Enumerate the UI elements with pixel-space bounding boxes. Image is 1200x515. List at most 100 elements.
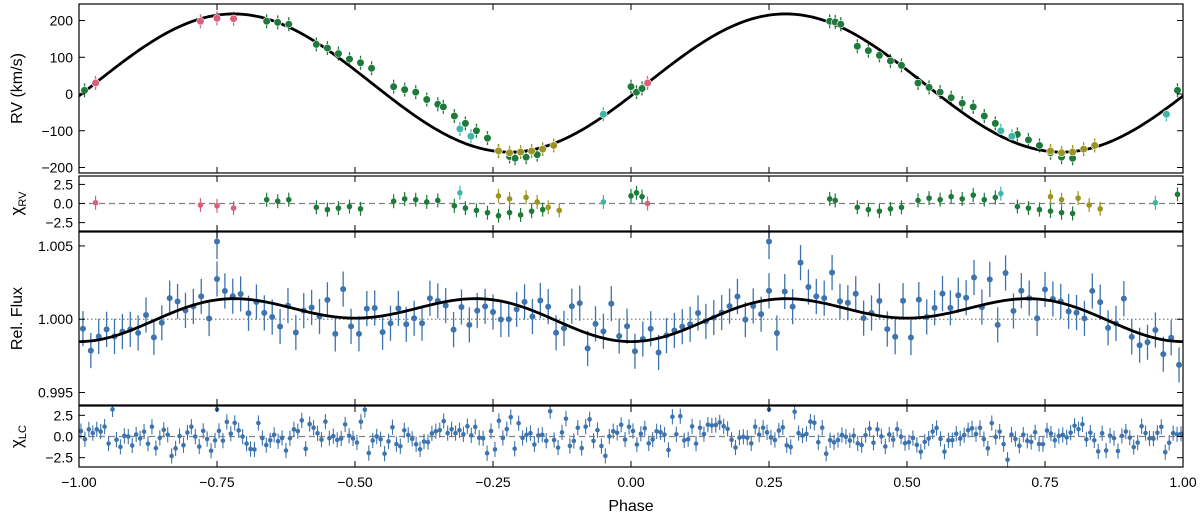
rv-residual-point: [1036, 206, 1043, 213]
rv-residual-point: [876, 208, 883, 214]
lc-point: [773, 329, 780, 336]
lc-point: [308, 304, 315, 311]
lc-residual-point: [823, 451, 829, 456]
lc-residual-point: [784, 442, 790, 448]
lc-residual-point: [689, 424, 695, 429]
lc-residual-point: [607, 434, 612, 439]
rv-point: [494, 146, 503, 156]
lc-residual-point: [173, 446, 178, 451]
rv-point: [924, 83, 934, 92]
lc-residual-point: [922, 439, 928, 445]
lc-residual-point: [90, 430, 96, 436]
lc-point: [781, 288, 788, 295]
lc-residual-point: [1095, 449, 1101, 454]
lc-point: [379, 329, 386, 336]
lc-residual-point: [437, 427, 443, 433]
rv-residual-point: [274, 198, 281, 205]
rv-point: [345, 55, 354, 64]
lc-residual-point: [500, 435, 506, 441]
rv-point: [538, 145, 547, 154]
lc-point: [860, 315, 867, 322]
lc-residual-point: [303, 446, 309, 452]
rv-residual-point: [423, 199, 430, 205]
lc-residual-point: [610, 428, 616, 434]
lc-outlier-point: [766, 238, 772, 245]
lc-residual-point: [283, 448, 289, 453]
rv-residual-point: [1086, 202, 1092, 208]
rv-residual-point: [959, 196, 965, 202]
lc-residual-point: [1080, 421, 1085, 427]
lc-residual-point: [256, 420, 261, 426]
lc-residual-point: [630, 428, 636, 434]
lc-point: [1144, 339, 1151, 346]
lc-residual-point: [1091, 437, 1097, 443]
lc-residual-point: [559, 430, 565, 435]
lc-residual-point: [650, 437, 655, 442]
lc-point: [355, 330, 362, 337]
lc-residual-point: [299, 418, 305, 423]
lc-point: [1120, 295, 1127, 302]
lc-model-curve: [79, 297, 1183, 343]
lc-residual-point: [879, 434, 884, 439]
rv-residual-point: [484, 209, 491, 216]
lc-residual-point: [1021, 432, 1026, 437]
rv-point: [527, 146, 536, 156]
lc-residual-point: [914, 442, 920, 448]
lc-point: [939, 290, 946, 297]
lc-residual-point: [1009, 432, 1014, 437]
lc-residual-point: [697, 425, 703, 431]
rv-residual-point: [981, 196, 988, 203]
x-tick-label: −0.50: [337, 474, 373, 490]
y-tick-label: −200: [41, 159, 73, 175]
lc-residual-point: [835, 437, 841, 443]
lc-residual-point: [106, 441, 111, 446]
rv-point: [229, 14, 238, 23]
rv-residuals-ylabel: χRV: [7, 191, 29, 216]
rv-residual-point: [346, 203, 353, 210]
lc-residual-point: [812, 420, 817, 426]
y-tick-label: 2.5: [54, 176, 74, 192]
lc-point: [1010, 307, 1017, 314]
rv-residual-point: [1058, 196, 1065, 203]
lc-residual-point: [677, 413, 683, 419]
lc-residual-point: [780, 425, 786, 430]
lc-residual-point: [429, 431, 435, 436]
lc-residual-point: [496, 418, 502, 424]
lc-residual-point: [863, 432, 868, 438]
lc-residual-point: [658, 429, 663, 435]
rv-residual-point: [887, 206, 894, 212]
lc-residual-point: [626, 424, 632, 430]
lc-residual-point: [591, 438, 596, 444]
lc-residual-point: [1024, 438, 1030, 444]
lc-residual-point: [524, 432, 529, 438]
y-tick-label: 0.0: [54, 196, 74, 212]
lc-residual-point: [539, 432, 545, 438]
lc-residual-point: [843, 434, 849, 440]
lc-residual-point: [248, 446, 253, 452]
rv-residual-point: [457, 190, 463, 196]
lc-residual-point: [453, 430, 458, 436]
rv-residual-point: [230, 205, 237, 211]
rv-residual-point: [970, 192, 977, 198]
lc-point: [624, 323, 631, 330]
lc-residual-point: [977, 425, 983, 431]
lc-outlier-point: [214, 238, 220, 245]
lc-residual-point: [855, 441, 861, 446]
x-tick-label: −1.00: [61, 474, 97, 490]
lc-residual-point: [768, 435, 774, 440]
lc-residual-point: [693, 441, 699, 446]
lc-point: [568, 303, 575, 310]
lc-residual-point: [421, 439, 427, 444]
lc-residual-point: [141, 429, 147, 434]
lc-residual-point: [969, 425, 975, 431]
lc-residual-point: [902, 440, 908, 446]
rv-point: [80, 86, 89, 95]
lc-residual-point: [796, 430, 801, 436]
rv-point: [212, 14, 222, 23]
rv-residual-point: [1174, 191, 1181, 198]
rv-residual-point: [854, 204, 861, 211]
rv-point: [323, 43, 332, 53]
lc-residual-point: [98, 429, 103, 434]
lc-residual-point: [520, 435, 525, 441]
